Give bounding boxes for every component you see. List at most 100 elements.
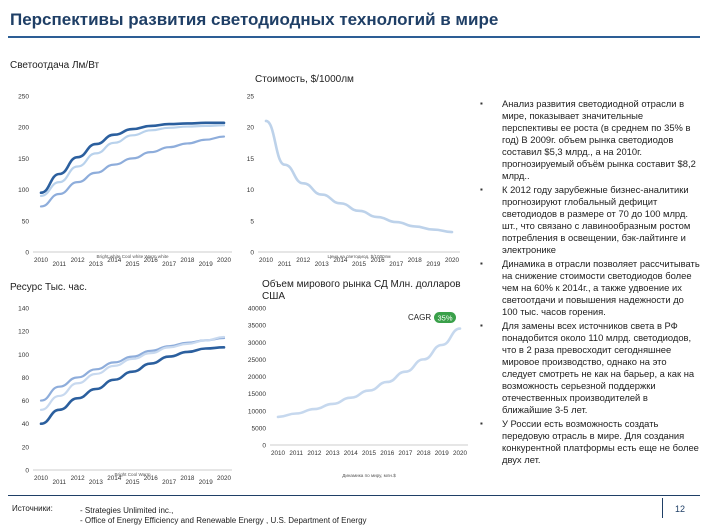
x-tick-label: 2012 <box>71 475 86 482</box>
x-tick-label: 2018 <box>180 475 195 482</box>
series-line <box>39 121 226 195</box>
x-tick-label: 2018 <box>417 450 432 457</box>
x-tick-label: 2014 <box>344 450 359 457</box>
x-tick-label: 2011 <box>289 450 303 457</box>
series-line <box>39 135 226 208</box>
x-tick-label: 2010 <box>259 257 274 264</box>
x-tick-label: 2019 <box>435 450 450 457</box>
x-tick-label: 2017 <box>162 479 177 486</box>
page-number-divider <box>662 498 663 518</box>
series-line <box>39 346 226 426</box>
y-tick-label: 50 <box>22 218 30 225</box>
x-tick-label: 2018 <box>180 257 195 264</box>
series-line <box>39 335 226 411</box>
footer-divider <box>8 495 700 496</box>
chart2-ylabel: Стоимость, $/1000лм <box>255 74 354 85</box>
y-tick-label: 35000 <box>248 323 266 330</box>
x-tick-label: 2015 <box>352 261 367 268</box>
chart-cost: 0510152025201020112012201320142015201620… <box>247 94 460 268</box>
x-tick-label: 2013 <box>89 261 104 268</box>
x-tick-label: 2012 <box>71 257 86 264</box>
x-tick-label: 2019 <box>199 261 214 268</box>
x-tick-label: 2011 <box>53 479 67 486</box>
y-tick-label: 10 <box>247 187 255 194</box>
x-tick-label: 2014 <box>107 475 122 482</box>
y-tick-label: 30000 <box>248 340 266 347</box>
source-item: - Office of Energy Efficiency and Renewa… <box>80 516 367 525</box>
x-tick-label: 2016 <box>144 257 159 264</box>
sources-label: Источники: <box>12 504 53 513</box>
y-tick-label: 15 <box>247 156 255 163</box>
y-tick-label: 40000 <box>248 306 266 313</box>
x-tick-label: 2014 <box>107 257 122 264</box>
series-line <box>276 327 462 419</box>
y-tick-label: 60 <box>22 398 30 405</box>
bullet-item: Для замены всех источников света в РФ по… <box>478 320 700 416</box>
y-tick-label: 20000 <box>248 374 266 381</box>
analysis-bullets: Анализ развития светодиодной отрасли в м… <box>478 98 700 468</box>
y-tick-label: 100 <box>18 352 29 359</box>
x-tick-label: 2020 <box>217 475 232 482</box>
cagr-value: 35% <box>437 314 452 323</box>
bullet-item: Динамика в отрасли позволяет рассчитыват… <box>478 258 700 318</box>
x-tick-label: 2019 <box>199 479 214 486</box>
x-tick-label: 2013 <box>326 450 341 457</box>
x-tick-label: 2013 <box>315 261 330 268</box>
x-tick-label: 2010 <box>271 450 286 457</box>
x-tick-label: 2016 <box>371 257 386 264</box>
page-title: Перспективы развития светодиодных технол… <box>10 10 499 29</box>
x-tick-label: 2020 <box>217 257 232 264</box>
y-tick-label: 5000 <box>252 425 267 432</box>
x-tick-label: 2011 <box>278 261 292 268</box>
bullet-item: Анализ развития светодиодной отрасли в м… <box>478 98 700 182</box>
bullet-item: К 2012 году зарубежные бизнес-аналитики … <box>478 184 700 256</box>
x-tick-label: 2020 <box>445 257 460 264</box>
x-tick-label: 2016 <box>144 475 159 482</box>
x-tick-label: 2010 <box>34 475 49 482</box>
legend-note: Bright Cool Warm <box>114 472 150 477</box>
legend-note: Динамика по миру, млн.$ <box>342 473 396 478</box>
x-tick-label: 2017 <box>162 261 177 268</box>
y-tick-label: 25000 <box>248 357 266 364</box>
x-tick-label: 2015 <box>125 261 140 268</box>
y-tick-label: 140 <box>18 306 29 313</box>
y-tick-label: 0 <box>25 468 29 475</box>
legend-note: Bright white Cool white Warm white <box>96 254 169 259</box>
y-tick-label: 25 <box>247 94 255 101</box>
y-tick-label: 120 <box>18 329 29 336</box>
x-tick-label: 2012 <box>296 257 311 264</box>
y-tick-label: 15000 <box>248 391 266 398</box>
x-tick-label: 2018 <box>408 257 423 264</box>
bullet-item: У России есть возможность создать передо… <box>478 418 700 466</box>
x-tick-label: 2011 <box>53 261 67 268</box>
title-divider <box>8 36 700 38</box>
legend-note: Цена на светодиод, $/1000лм <box>327 254 390 259</box>
chart-market-volume: 0 5000 10000 15000 20000 25000 30000 35000 40000… <box>248 306 468 478</box>
x-tick-label: 2019 <box>426 261 441 268</box>
y-tick-label: 20 <box>22 444 30 451</box>
y-tick-label: 80 <box>22 375 30 382</box>
y-tick-label: 200 <box>18 125 29 132</box>
y-tick-label: 0 <box>25 250 29 257</box>
y-tick-label: 0 <box>250 250 254 257</box>
chart1-ylabel: Светоотдача Лм/Вт <box>10 60 100 71</box>
x-tick-label: 2013 <box>89 479 104 486</box>
y-tick-label: 10000 <box>248 408 266 415</box>
x-tick-label: 2012 <box>307 450 322 457</box>
y-tick-label: 20 <box>247 125 255 132</box>
y-tick-label: 40 <box>22 421 30 428</box>
cagr-badge <box>434 312 456 323</box>
cagr-label: CAGR <box>408 313 431 322</box>
series-line <box>39 124 226 197</box>
y-tick-label: 0 <box>262 443 266 450</box>
chart3-ylabel: Ресурс Тыс. час. <box>10 282 87 293</box>
x-tick-label: 2017 <box>389 261 404 268</box>
chart4-title: Объем мирового рынка СД Млн. долларов СШ… <box>262 279 461 302</box>
x-tick-label: 2020 <box>453 450 468 457</box>
x-tick-label: 2014 <box>333 257 348 264</box>
x-tick-label: 2017 <box>398 450 413 457</box>
x-tick-label: 2010 <box>34 257 49 264</box>
